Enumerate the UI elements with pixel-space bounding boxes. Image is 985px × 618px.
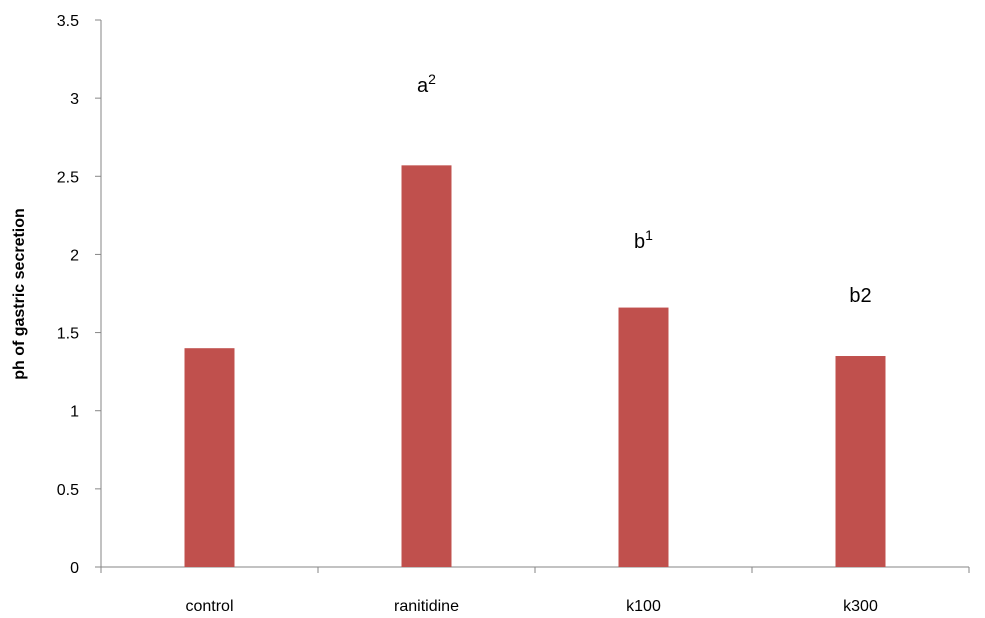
annotation-base: b2 [849, 285, 871, 307]
y-axis-label: ph of gastric secretion [11, 208, 28, 380]
bar-control [184, 348, 235, 567]
annotation-k100: b1 [634, 227, 653, 253]
bar-k100 [618, 307, 669, 567]
y-tick-label: 2 [70, 247, 79, 264]
annotation-ranitidine: a2 [417, 71, 436, 97]
y-tick-label: 3.5 [57, 13, 79, 30]
annotation-superscript: 2 [428, 71, 436, 87]
annotation-base: a [417, 75, 429, 97]
y-tick-label: 0 [70, 560, 79, 577]
bar-k300 [835, 356, 886, 567]
bars [184, 165, 886, 568]
x-tick-label: ranitidine [394, 598, 459, 615]
annotation-k300: b2 [849, 285, 871, 307]
y-axis: 0 0.5 1 1.5 2 2.5 3 3.5 [57, 13, 102, 577]
y-tick-label: 1 [70, 404, 79, 421]
x-tick-label: k300 [843, 598, 878, 615]
y-tick-label: 0.5 [57, 482, 79, 499]
x-tick-label: control [185, 598, 233, 615]
annotation-superscript: 1 [645, 227, 653, 243]
y-tick-label: 2.5 [57, 169, 79, 186]
bar-ranitidine [401, 165, 452, 568]
y-tick-label: 3 [70, 91, 79, 108]
y-tick-label: 1.5 [57, 326, 79, 343]
x-axis: control ranitidine k100 k300 [100, 566, 970, 615]
annotation-base: b [634, 231, 645, 253]
x-tick-label: k100 [626, 598, 661, 615]
